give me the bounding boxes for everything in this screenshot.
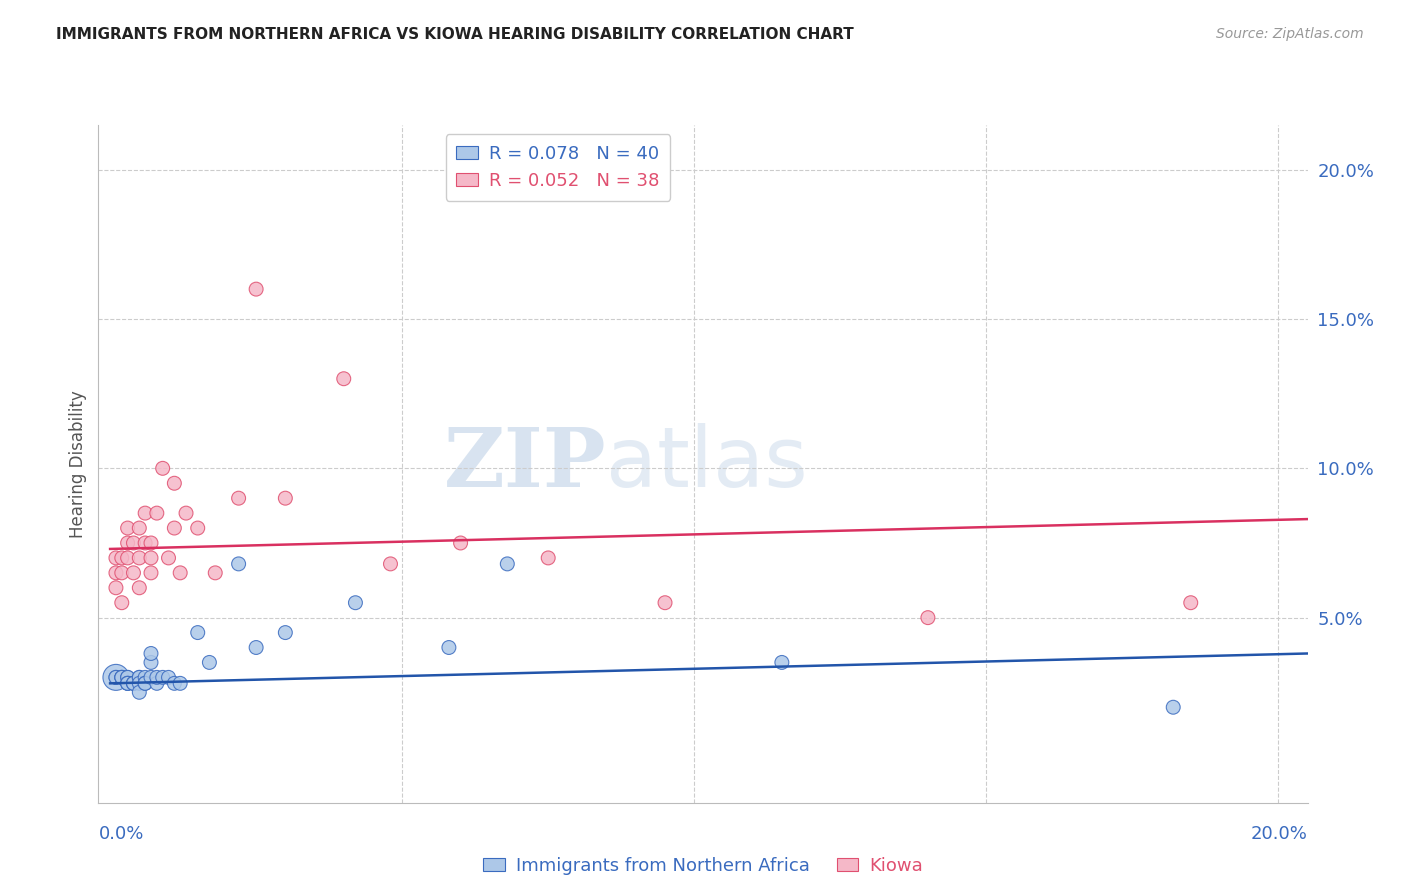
- Point: [174, 506, 197, 520]
- Point: [128, 670, 150, 684]
- Point: [380, 557, 402, 571]
- Point: [537, 550, 560, 565]
- Point: [187, 521, 209, 535]
- Y-axis label: Hearing Disability: Hearing Disability: [69, 390, 87, 538]
- Point: [437, 640, 460, 655]
- Point: [104, 670, 127, 684]
- Point: [163, 476, 186, 491]
- Point: [104, 581, 127, 595]
- Point: [122, 566, 145, 580]
- Point: [104, 550, 127, 565]
- Point: [122, 676, 145, 690]
- Point: [139, 536, 162, 550]
- Point: [134, 506, 156, 520]
- Point: [117, 676, 139, 690]
- Point: [1161, 700, 1184, 714]
- Point: [204, 566, 226, 580]
- Point: [128, 521, 150, 535]
- Point: [450, 536, 472, 550]
- Point: [128, 550, 150, 565]
- Point: [134, 536, 156, 550]
- Point: [152, 670, 174, 684]
- Point: [128, 685, 150, 699]
- Point: [228, 557, 250, 571]
- Point: [274, 625, 297, 640]
- Point: [117, 676, 139, 690]
- Point: [122, 676, 145, 690]
- Point: [128, 676, 150, 690]
- Point: [157, 670, 180, 684]
- Point: [122, 536, 145, 550]
- Point: [117, 550, 139, 565]
- Point: [245, 640, 267, 655]
- Point: [111, 670, 134, 684]
- Text: 20.0%: 20.0%: [1251, 825, 1308, 843]
- Point: [139, 647, 162, 661]
- Point: [146, 506, 169, 520]
- Point: [104, 670, 127, 684]
- Point: [139, 656, 162, 670]
- Text: IMMIGRANTS FROM NORTHERN AFRICA VS KIOWA HEARING DISABILITY CORRELATION CHART: IMMIGRANTS FROM NORTHERN AFRICA VS KIOWA…: [56, 27, 853, 42]
- Point: [1180, 596, 1202, 610]
- Point: [146, 676, 169, 690]
- Text: atlas: atlas: [606, 424, 808, 504]
- Point: [111, 550, 134, 565]
- Point: [117, 676, 139, 690]
- Point: [198, 656, 221, 670]
- Point: [128, 581, 150, 595]
- Point: [163, 676, 186, 690]
- Point: [111, 670, 134, 684]
- Point: [134, 676, 156, 690]
- Legend: Immigrants from Northern Africa, Kiowa: Immigrants from Northern Africa, Kiowa: [475, 849, 931, 882]
- Point: [104, 566, 127, 580]
- Point: [654, 596, 676, 610]
- Point: [187, 625, 209, 640]
- Point: [332, 372, 354, 386]
- Point: [146, 670, 169, 684]
- Point: [117, 536, 139, 550]
- Point: [111, 670, 134, 684]
- Point: [111, 566, 134, 580]
- Point: [228, 491, 250, 506]
- Point: [128, 670, 150, 684]
- Text: ZIP: ZIP: [444, 424, 606, 504]
- Point: [917, 610, 939, 624]
- Point: [134, 670, 156, 684]
- Point: [245, 282, 267, 296]
- Point: [770, 656, 793, 670]
- Point: [139, 670, 162, 684]
- Point: [152, 461, 174, 475]
- Point: [496, 557, 519, 571]
- Point: [104, 670, 127, 684]
- Point: [169, 566, 191, 580]
- Point: [274, 491, 297, 506]
- Text: Source: ZipAtlas.com: Source: ZipAtlas.com: [1216, 27, 1364, 41]
- Point: [117, 670, 139, 684]
- Point: [139, 566, 162, 580]
- Point: [111, 596, 134, 610]
- Point: [117, 521, 139, 535]
- Point: [117, 670, 139, 684]
- Point: [139, 550, 162, 565]
- Point: [134, 676, 156, 690]
- Point: [344, 596, 367, 610]
- Point: [169, 676, 191, 690]
- Point: [122, 676, 145, 690]
- Text: 0.0%: 0.0%: [98, 825, 143, 843]
- Point: [157, 550, 180, 565]
- Point: [163, 521, 186, 535]
